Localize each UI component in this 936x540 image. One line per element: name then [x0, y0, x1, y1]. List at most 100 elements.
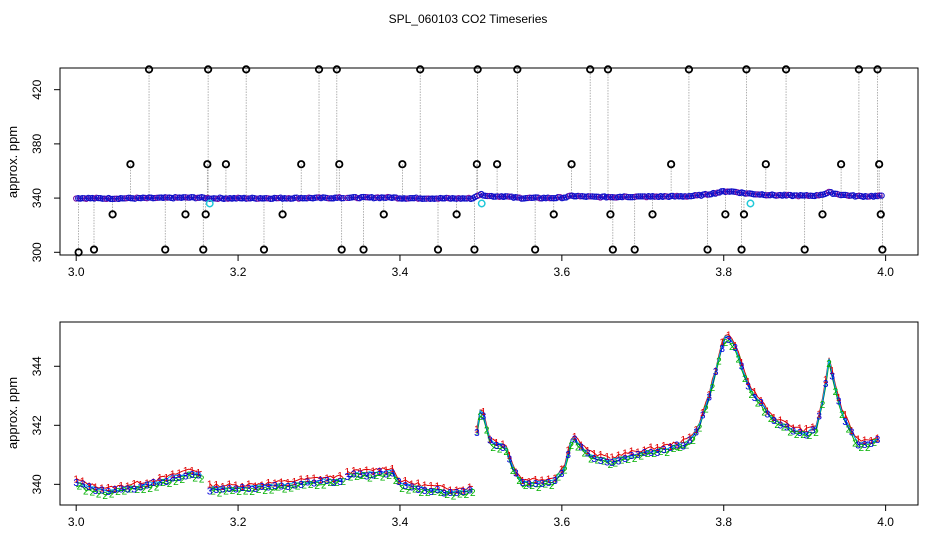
series-3-marker: 3: [125, 484, 131, 495]
series-1-marker: 1: [616, 450, 622, 461]
series-1-marker: 1: [428, 481, 434, 492]
y-tick-label: 342: [30, 415, 44, 435]
raw-data-point: [560, 194, 568, 201]
series-2-marker: 2: [549, 481, 555, 492]
series-3-marker: 3: [849, 427, 855, 438]
chart-title: SPL_060103 CO2 Timeseries: [389, 12, 548, 26]
raw-data-point: [164, 194, 171, 201]
series-2-marker: 2: [348, 473, 354, 484]
series-3-marker: 3: [80, 480, 86, 491]
series-1-marker: 1: [823, 375, 829, 386]
series-1-marker: 1: [635, 448, 641, 459]
series-3-marker: 3: [196, 471, 202, 482]
series-3-marker: 3: [481, 411, 487, 422]
raw-data-point: [625, 193, 632, 201]
series-1-marker: 1: [668, 442, 674, 453]
series-1-marker: 1: [144, 479, 150, 490]
series-1-marker: 1: [661, 441, 667, 452]
spike-point: [742, 65, 751, 74]
series-2-marker: 2: [703, 405, 709, 416]
series-2-marker: 2: [115, 487, 121, 498]
spike-point: [800, 245, 809, 254]
raw-data-point: [109, 195, 116, 203]
series-2-marker: 2: [314, 481, 320, 492]
series-3-marker: 3: [674, 441, 680, 452]
raw-data-point: [402, 195, 410, 202]
raw-data-point: [301, 195, 309, 202]
series-3-marker: 3: [875, 435, 881, 446]
series-3-marker: 3: [409, 483, 415, 494]
series-1-marker: 1: [816, 409, 822, 420]
series-1-marker: 1: [810, 422, 816, 433]
series-2-marker: 2: [813, 428, 819, 439]
series-1-marker: 1: [745, 377, 751, 388]
raw-data-point: [119, 195, 126, 202]
spike-point: [513, 65, 522, 74]
series-3-marker: 3: [337, 477, 343, 488]
spike-point: [606, 210, 615, 219]
spike-point: [161, 245, 170, 254]
raw-data-point: [548, 194, 556, 202]
series-2-marker: 2: [109, 489, 115, 500]
series-1-marker: 1: [855, 435, 861, 446]
series-2-marker: 2: [269, 486, 275, 497]
highlight-point: [746, 199, 755, 208]
series-3-marker: 3: [578, 443, 584, 454]
series-1-marker: 1: [732, 341, 738, 352]
series-2-marker: 2: [192, 474, 198, 485]
spike-point: [199, 245, 208, 254]
series-2-marker: 2: [386, 471, 392, 482]
raw-data-point: [360, 193, 367, 201]
series-3-marker: 3: [546, 478, 552, 489]
plot-frame: [59, 67, 919, 256]
series-3-marker: 3: [448, 488, 454, 499]
series-2-marker: 2: [167, 479, 173, 490]
series-1-marker: 1: [207, 480, 213, 491]
raw-data-point: [566, 192, 574, 199]
spike-point: [737, 245, 746, 254]
series-2-marker: 2: [262, 486, 268, 497]
series-3-marker: 3: [207, 486, 213, 497]
raw-timeseries-panel: approx. ppm 3.0 3.2 3.4 3.6 3.8 4.0 300 340 380 4…: [5, 65, 919, 279]
spike-point: [398, 160, 407, 169]
series-3-marker: 3: [681, 442, 687, 453]
raw-data-point: [627, 194, 634, 201]
spike-point: [876, 210, 885, 219]
series-3-marker: 3: [227, 484, 233, 495]
series-1-marker: 1: [849, 426, 855, 437]
raw-data-point: [593, 193, 600, 200]
series-2-marker: 2: [484, 426, 490, 437]
spike-point: [181, 210, 190, 219]
series-2-marker: 2: [749, 390, 755, 401]
series-2-marker: 2: [425, 488, 431, 499]
series-2-marker: 2: [787, 427, 793, 438]
spike-point: [108, 210, 117, 219]
series-1-marker: 1: [681, 435, 687, 446]
highlight-point: [205, 199, 214, 208]
series-2-marker: 2: [716, 357, 722, 368]
series-3-marker: 3: [494, 441, 500, 452]
series-3-marker: 3: [693, 428, 699, 439]
series-3-marker: 3: [311, 479, 317, 490]
series-1-marker: 1: [357, 467, 363, 478]
series-1-marker: 1: [655, 443, 661, 454]
series-3-marker: 3: [829, 372, 835, 383]
series-1-marker: 1: [233, 481, 239, 492]
y-tick-label: 420: [30, 79, 44, 99]
spike-point: [603, 65, 613, 74]
spike-point: [873, 65, 882, 74]
raw-data-point: [744, 190, 751, 197]
series-1-marker: 1: [138, 480, 144, 491]
series-2-marker: 2: [308, 480, 314, 491]
series-2-marker: 2: [619, 456, 625, 467]
x-tick-label: 3.2: [230, 515, 247, 529]
series-2-marker: 2: [575, 442, 581, 453]
series-2-marker: 2: [638, 451, 644, 462]
series-1-marker: 1: [73, 475, 79, 486]
series-3-marker: 3: [513, 468, 519, 479]
series-1-marker: 1: [266, 478, 272, 489]
series-3-marker: 3: [279, 482, 285, 493]
series-3-marker: 3: [246, 484, 252, 495]
series-2-marker: 2: [431, 487, 437, 498]
